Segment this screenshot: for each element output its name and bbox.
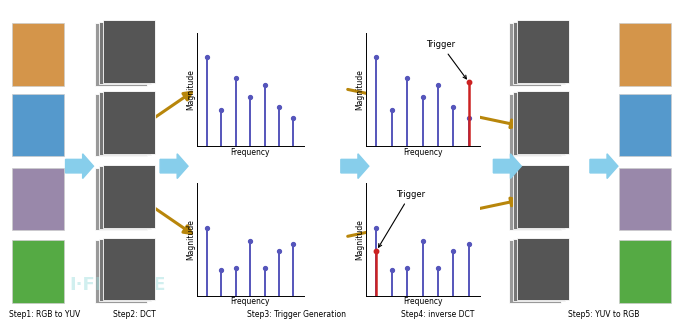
FancyBboxPatch shape <box>509 168 560 230</box>
FancyBboxPatch shape <box>513 166 564 229</box>
FancyArrow shape <box>493 154 522 178</box>
FancyBboxPatch shape <box>518 91 569 154</box>
FancyBboxPatch shape <box>509 94 560 156</box>
FancyBboxPatch shape <box>99 166 150 229</box>
FancyBboxPatch shape <box>95 168 146 230</box>
FancyBboxPatch shape <box>509 240 560 303</box>
FancyBboxPatch shape <box>12 94 63 156</box>
X-axis label: Frequency: Frequency <box>230 148 270 157</box>
FancyBboxPatch shape <box>12 168 63 230</box>
FancyBboxPatch shape <box>12 23 63 86</box>
X-axis label: Frequency: Frequency <box>403 148 442 157</box>
FancyBboxPatch shape <box>99 239 150 301</box>
Text: Trigger: Trigger <box>426 40 466 79</box>
Text: Step1: RGB to YUV: Step1: RGB to YUV <box>9 310 81 319</box>
FancyArrow shape <box>590 154 618 178</box>
FancyBboxPatch shape <box>513 22 564 84</box>
Y-axis label: Magnitude: Magnitude <box>355 219 364 260</box>
Text: Trigger: Trigger <box>379 190 425 247</box>
FancyArrow shape <box>160 154 188 178</box>
FancyBboxPatch shape <box>518 238 569 300</box>
FancyArrow shape <box>66 154 94 178</box>
FancyArrow shape <box>341 154 368 178</box>
FancyBboxPatch shape <box>620 94 671 156</box>
FancyBboxPatch shape <box>12 240 63 303</box>
X-axis label: Frequency: Frequency <box>403 297 442 307</box>
FancyBboxPatch shape <box>620 168 671 230</box>
Text: Step4: inverse DCT: Step4: inverse DCT <box>402 310 475 319</box>
FancyBboxPatch shape <box>95 94 146 156</box>
FancyBboxPatch shape <box>518 20 569 83</box>
Text: Step5: YUV to RGB: Step5: YUV to RGB <box>568 310 640 319</box>
FancyBboxPatch shape <box>518 165 569 228</box>
Text: Step2: DCT: Step2: DCT <box>113 310 156 319</box>
Text: I·FREEBIE: I·FREEBIE <box>69 275 166 293</box>
X-axis label: Frequency: Frequency <box>230 297 270 307</box>
FancyBboxPatch shape <box>620 240 671 303</box>
FancyBboxPatch shape <box>99 22 150 84</box>
Y-axis label: Magnitude: Magnitude <box>355 69 364 110</box>
FancyBboxPatch shape <box>104 20 155 83</box>
FancyBboxPatch shape <box>509 23 560 86</box>
FancyBboxPatch shape <box>513 92 564 155</box>
FancyBboxPatch shape <box>95 23 146 86</box>
FancyBboxPatch shape <box>104 91 155 154</box>
FancyBboxPatch shape <box>99 92 150 155</box>
FancyBboxPatch shape <box>104 165 155 228</box>
FancyBboxPatch shape <box>95 240 146 303</box>
FancyBboxPatch shape <box>513 239 564 301</box>
Y-axis label: Magnitude: Magnitude <box>186 69 195 110</box>
Text: Step3: Trigger Generation: Step3: Trigger Generation <box>247 310 346 319</box>
FancyBboxPatch shape <box>104 238 155 300</box>
Y-axis label: Magnitude: Magnitude <box>186 219 195 260</box>
FancyBboxPatch shape <box>620 23 671 86</box>
